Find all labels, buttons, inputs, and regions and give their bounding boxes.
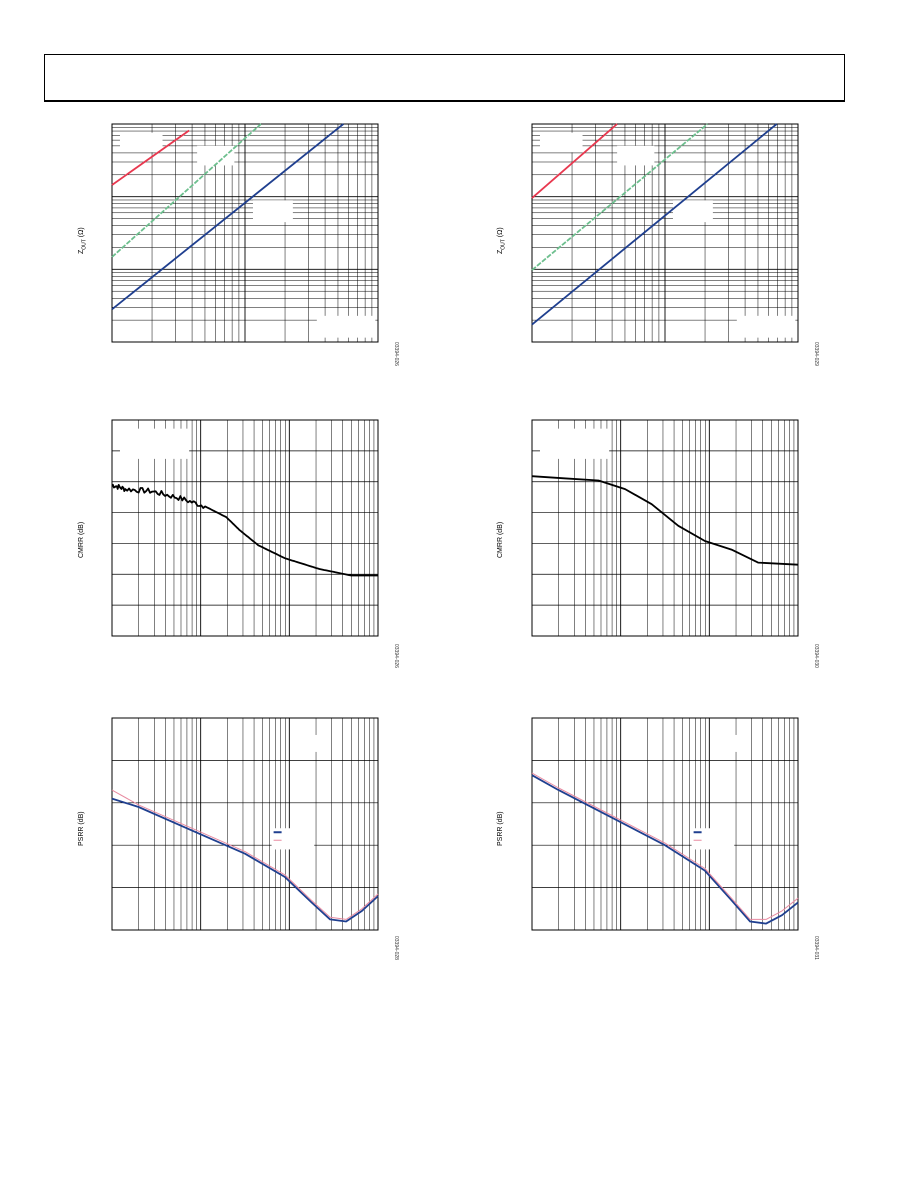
plot-frame [111, 123, 379, 343]
series-line-blue [531, 774, 799, 925]
zout-right-ylabel: ZOUT (Ω) [497, 227, 506, 254]
psrr-left-ylabel: PSRR (dB) [78, 811, 85, 846]
ylabel-main: CMRR (dB) [78, 521, 85, 558]
series-line-blue [111, 123, 344, 311]
gridlines [531, 718, 798, 930]
legend-box-top-left [119, 132, 163, 153]
legend-box-top-middle [617, 145, 655, 166]
gridlines [111, 718, 378, 930]
cmrr-right-ylabel: CMRR (dB) [497, 522, 504, 558]
ylabel-unit: (Ω) [78, 227, 85, 240]
legend-box-middle-right [271, 828, 315, 850]
plot-frame [111, 419, 379, 637]
legend-box-top-left [119, 428, 190, 459]
cmrr-left-svg [111, 419, 379, 637]
series-line-blue [111, 797, 379, 923]
cmrr-left-chart [111, 419, 379, 637]
cmrr-right-figure-id: 03394-030 [813, 644, 819, 668]
gridlines [531, 124, 798, 343]
plot-frame [111, 717, 379, 931]
cmrr-right-chart [531, 419, 799, 637]
psrr-right-svg [531, 717, 799, 931]
cmrr-left-ylabel: CMRR (dB) [78, 522, 85, 558]
series-line-red [531, 123, 618, 199]
series-line-pink [111, 789, 379, 920]
ylabel-unit: (Ω) [497, 227, 504, 240]
legend-box-bottom-right [736, 315, 796, 338]
legend-box-top-left [539, 428, 610, 459]
psrr-right-chart [531, 717, 799, 931]
series-line-green [531, 123, 709, 271]
series-line-green [111, 123, 262, 258]
plot-frame [531, 123, 799, 343]
zout-left-chart [111, 123, 379, 343]
ylabel-main: CMRR (dB) [497, 521, 504, 558]
cmrr-left-figure-id: 03394-026 [393, 644, 399, 668]
psrr-left-svg [111, 717, 379, 931]
zout-left-svg [111, 123, 379, 343]
legend-box-bottom-right [316, 315, 376, 338]
zout-left-figure-id: 03394-026 [393, 342, 399, 366]
legend-box-top-right [295, 734, 331, 752]
ylabel-sub: OUT [500, 239, 507, 250]
zout-right-chart [531, 123, 799, 343]
legend-box-middle-right [691, 828, 735, 850]
legend-box-top-left [539, 132, 583, 153]
series-line-pink [531, 772, 799, 920]
legend-box-middle [672, 200, 713, 223]
cmrr-right-svg [531, 419, 799, 637]
plot-frame [531, 717, 799, 931]
psrr-left-chart [111, 717, 379, 931]
series-line-blue [531, 123, 778, 326]
ylabel-main: PSRR (dB) [78, 811, 85, 846]
zout-right-svg [531, 123, 799, 343]
zout-right-figure-id: 03394-029 [813, 342, 819, 366]
ylabel-sub: OUT [81, 239, 88, 250]
page-header-box [44, 54, 845, 102]
ylabel-main: PSRR (dB) [497, 811, 504, 846]
zout-left-ylabel: ZOUT (Ω) [78, 227, 87, 254]
legend-box-top-middle [197, 145, 235, 166]
psrr-left-figure-id: 03394-028 [393, 936, 399, 960]
series-line-red [111, 129, 190, 186]
legend-box-top-right [715, 734, 751, 752]
legend-box-middle [252, 200, 293, 223]
ylabel-main: Z [78, 249, 85, 254]
plot-frame [531, 419, 799, 637]
psrr-right-ylabel: PSRR (dB) [497, 811, 504, 846]
series-line-black [531, 475, 799, 566]
ylabel-main: Z [497, 249, 504, 254]
series-line-black [111, 483, 378, 577]
psrr-right-figure-id: 03394-031 [813, 936, 819, 960]
